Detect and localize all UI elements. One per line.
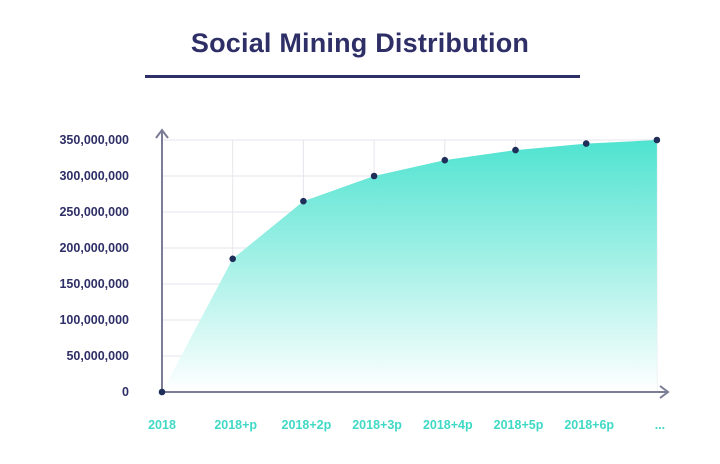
y-tick-label: 300,000,000 bbox=[59, 169, 129, 183]
area-fill bbox=[162, 140, 657, 392]
y-tick-label: 150,000,000 bbox=[59, 277, 129, 291]
data-point bbox=[512, 146, 519, 154]
x-tick-label: 2018 bbox=[148, 418, 176, 432]
title-underline bbox=[145, 75, 580, 78]
x-tick-label: ... bbox=[655, 418, 665, 432]
data-point bbox=[229, 255, 236, 263]
data-point bbox=[653, 136, 661, 144]
data-points bbox=[158, 136, 661, 396]
y-axis-arrow bbox=[155, 128, 169, 139]
x-tick-labels: 2018 2018+p 2018+2p 2018+3p 2018+4p 2018+5p 20… bbox=[148, 418, 665, 432]
x-tick-label: 2018+2p bbox=[282, 418, 332, 432]
y-tick-label: 0 bbox=[122, 385, 129, 399]
axes bbox=[155, 128, 670, 399]
y-tick-labels: 350,000,000 300,000,000 250,000,000 200,000… bbox=[59, 133, 129, 399]
x-tick-label: 2018+5p bbox=[494, 418, 544, 432]
y-tick-label: 50,000,000 bbox=[66, 349, 129, 363]
data-point bbox=[158, 388, 166, 396]
chart-title: Social Mining Distribution bbox=[190, 28, 530, 58]
data-point bbox=[370, 172, 378, 180]
x-axis-arrow bbox=[659, 385, 670, 399]
y-tick-label: 350,000,000 bbox=[59, 133, 129, 147]
x-tick-label: 2018+6p bbox=[564, 418, 614, 432]
data-point bbox=[441, 156, 449, 164]
x-tick-label: 2018+4p bbox=[423, 418, 473, 432]
data-point bbox=[300, 197, 307, 205]
y-tick-label: 200,000,000 bbox=[59, 241, 129, 255]
y-tick-label: 250,000,000 bbox=[59, 205, 129, 219]
data-point bbox=[582, 140, 590, 147]
x-tick-label: 2018+p bbox=[214, 418, 257, 432]
x-tick-label: 2018+3p bbox=[352, 418, 402, 432]
y-tick-label: 100,000,000 bbox=[59, 313, 129, 327]
